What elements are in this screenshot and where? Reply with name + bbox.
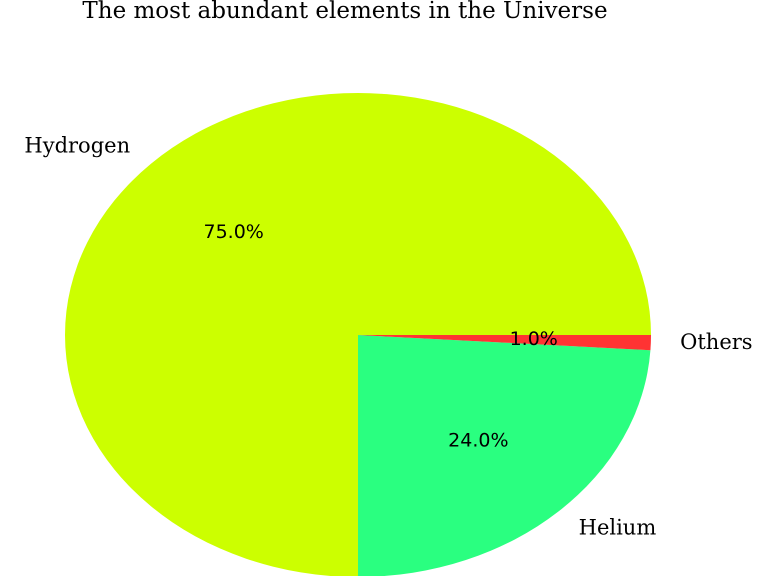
value-label: 24.0% (448, 429, 508, 451)
pie-slice (65, 93, 651, 576)
slice-label: Helium (579, 516, 657, 540)
slice-label: Hydrogen (24, 133, 130, 157)
value-label: 1.0% (510, 328, 558, 350)
pie-slice (358, 335, 651, 351)
pie-slice (358, 335, 651, 576)
chart-title: The most abundant elements in the Univer… (82, 0, 607, 24)
value-label: 75.0% (204, 221, 264, 243)
slice-label: Others (680, 330, 752, 354)
